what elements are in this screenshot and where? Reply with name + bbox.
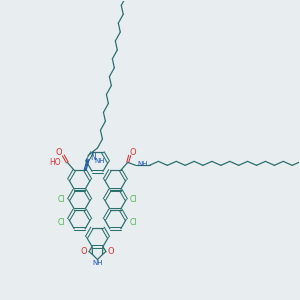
Text: Cl: Cl xyxy=(129,218,137,227)
Text: Cl: Cl xyxy=(129,195,137,204)
Text: Cl: Cl xyxy=(58,218,66,227)
Text: N: N xyxy=(90,153,96,162)
Text: O: O xyxy=(55,148,62,157)
Text: O: O xyxy=(129,148,136,157)
Text: Cl: Cl xyxy=(58,195,66,204)
Text: NH: NH xyxy=(92,260,103,266)
Text: O: O xyxy=(81,247,87,256)
Text: NH: NH xyxy=(137,161,148,167)
Text: HO: HO xyxy=(50,158,61,167)
Text: O: O xyxy=(108,247,114,256)
Text: NH: NH xyxy=(95,158,105,164)
